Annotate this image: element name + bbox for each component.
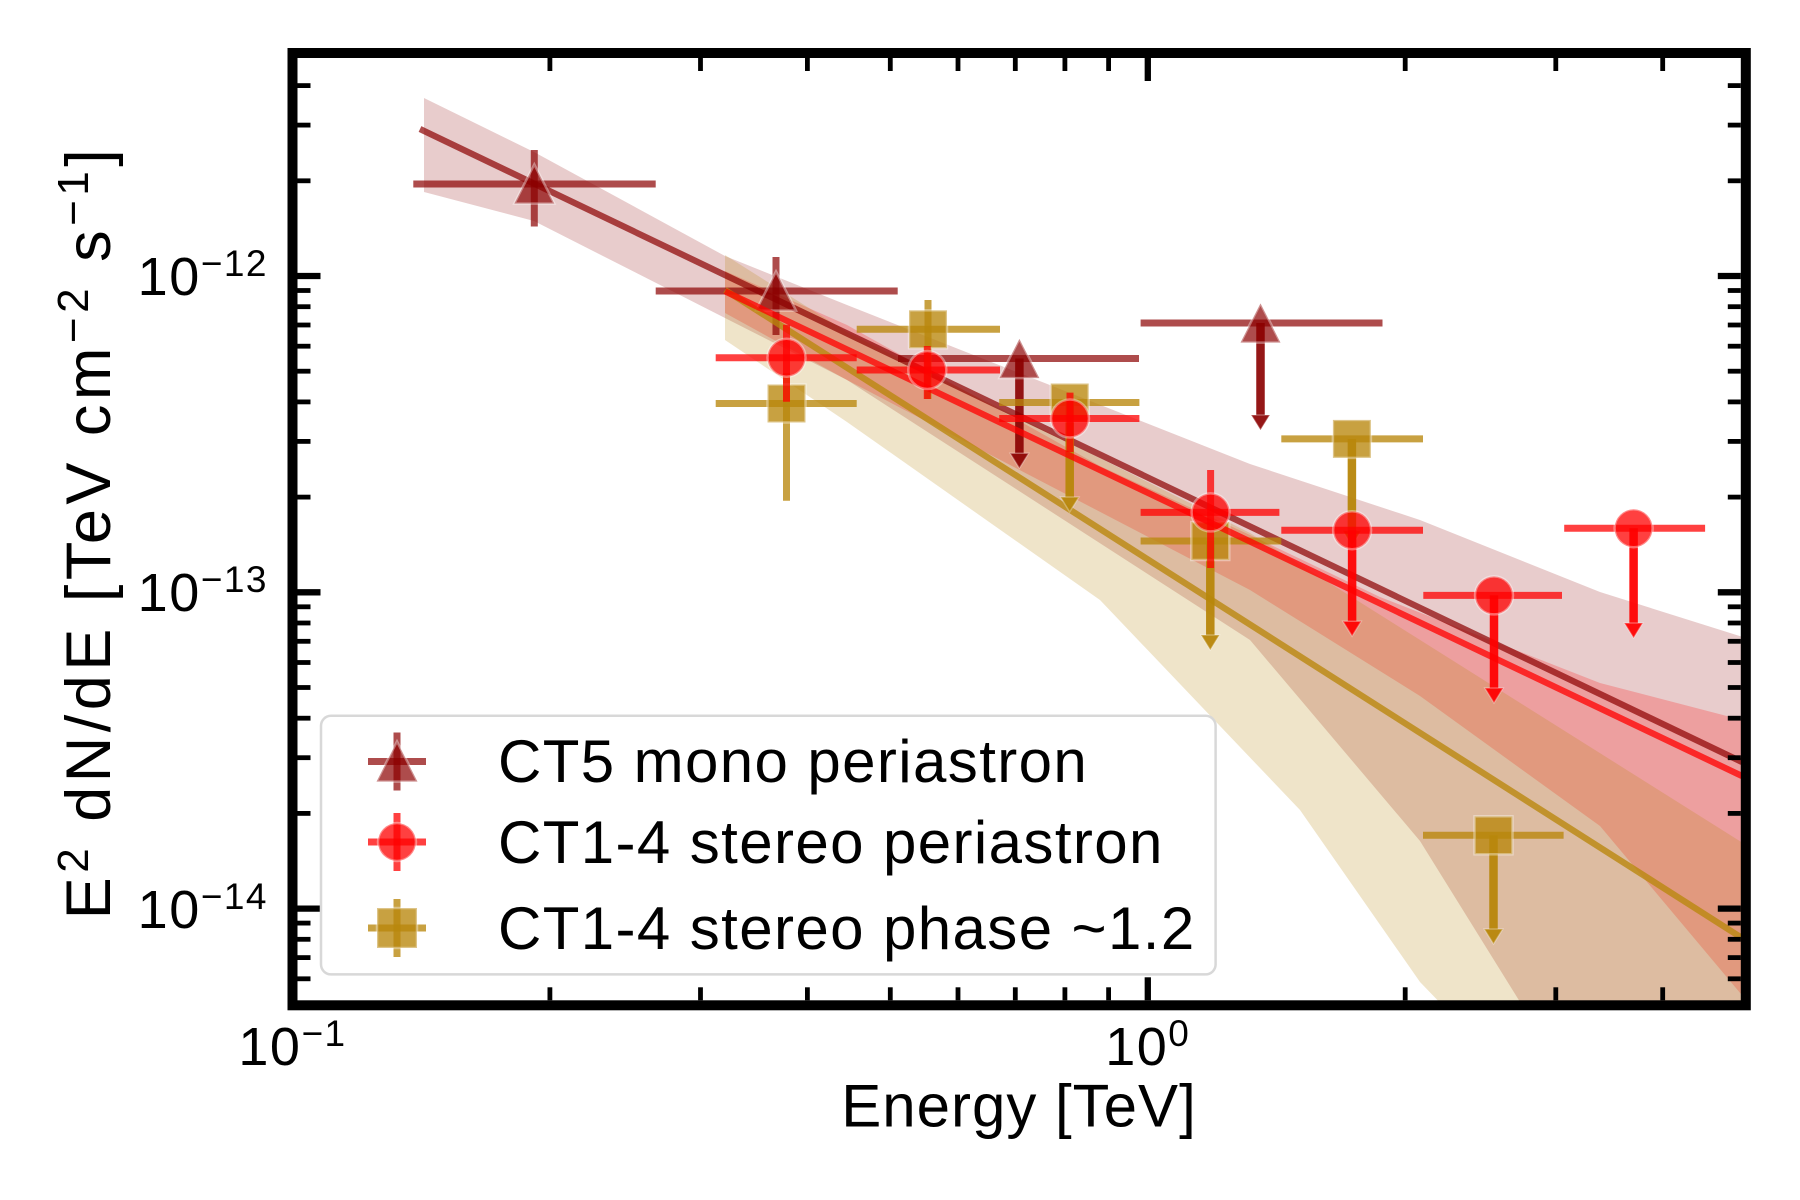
svg-text:Energy [TeV]: Energy [TeV] (841, 1073, 1197, 1140)
svg-text:CT1-4 stereo phase ~1.2: CT1-4 stereo phase ~1.2 (498, 895, 1196, 962)
svg-text:CT1-4 stereo periastron: CT1-4 stereo periastron (498, 809, 1164, 876)
svg-text:CT5 mono periastron: CT5 mono periastron (498, 728, 1088, 795)
svg-text:E2 dN/dE [TeV cm−2 s−1]: E2 dN/dE [TeV cm−2 s−1] (49, 145, 124, 920)
